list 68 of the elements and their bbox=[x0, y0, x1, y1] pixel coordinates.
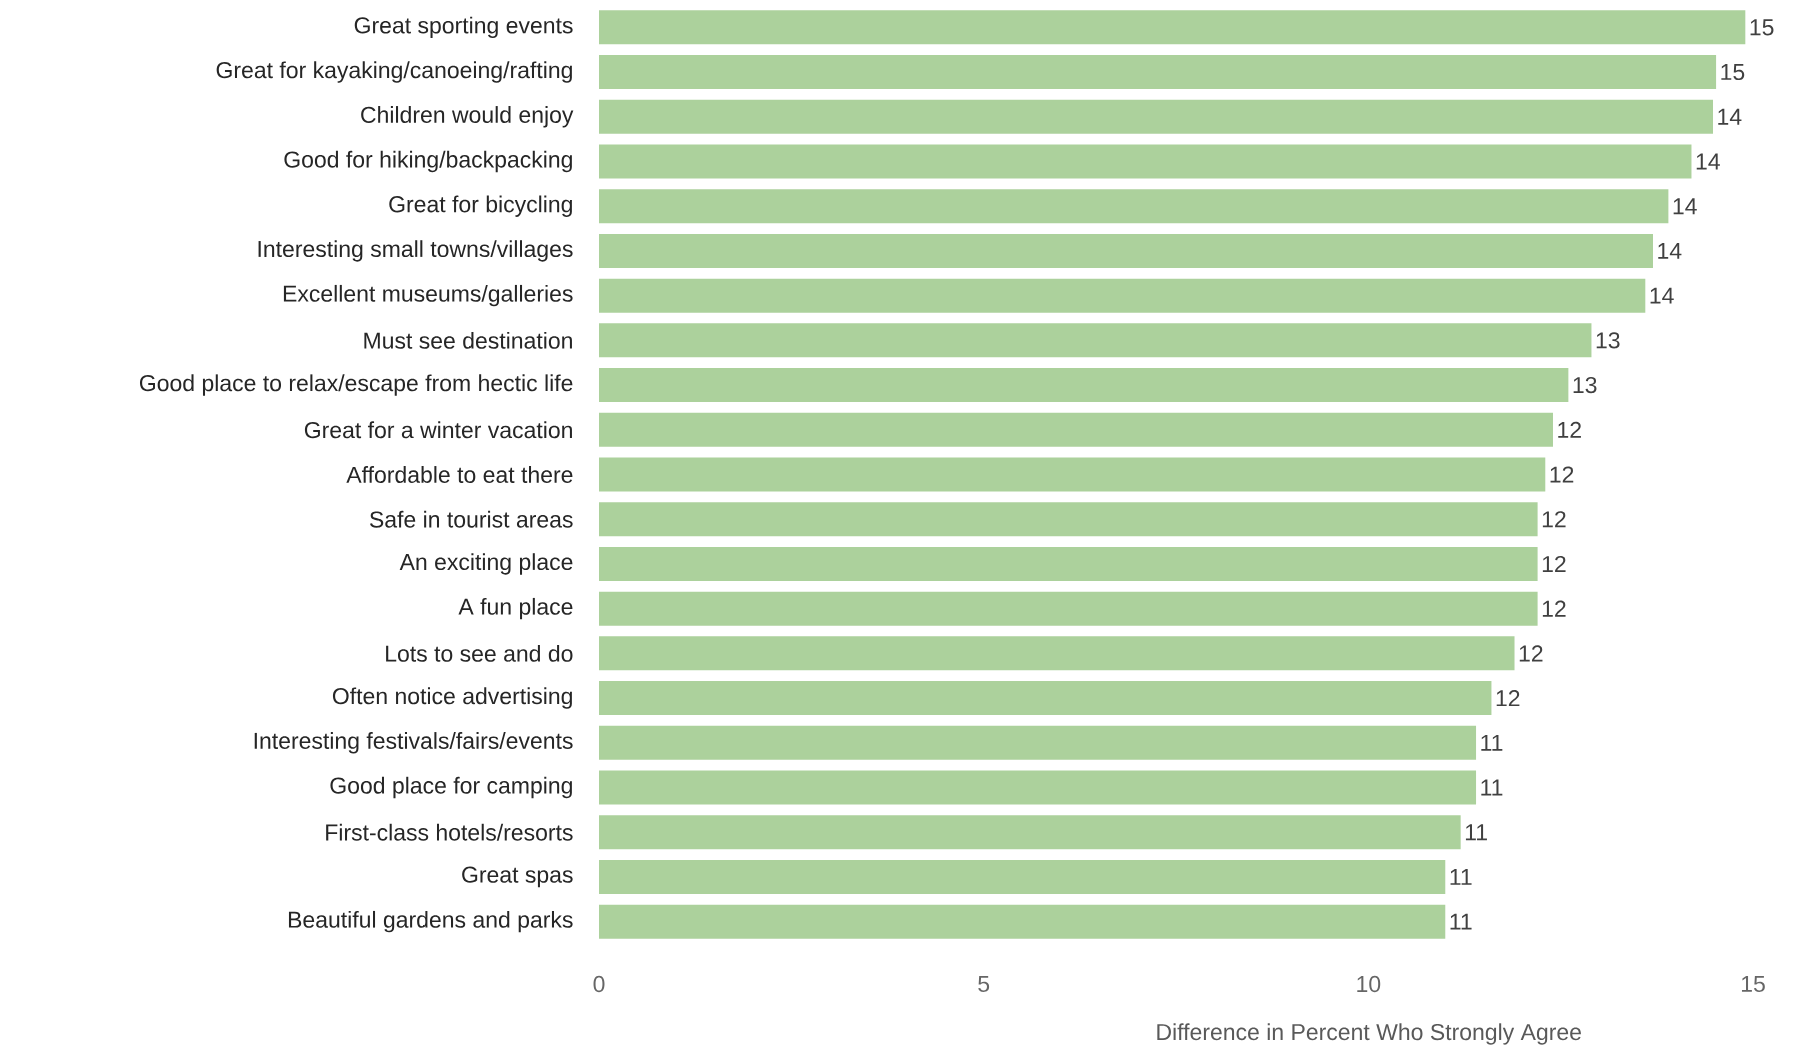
x-axis-title: Difference in Percent Who Strongly Agree bbox=[1157, 1023, 1581, 1045]
data-label: 13 bbox=[1596, 332, 1620, 349]
bar bbox=[599, 546, 1538, 581]
y-tick-label: Great for bicycling bbox=[389, 195, 572, 217]
data-label: 12 bbox=[1558, 421, 1581, 438]
data-label: 12 bbox=[1542, 555, 1566, 572]
y-tick-label: Interesting small towns/villages bbox=[258, 240, 573, 262]
data-label: 12 bbox=[1550, 466, 1574, 483]
y-tick-label: An exciting place bbox=[399, 553, 573, 575]
x-tick-label: 5 bbox=[978, 975, 990, 993]
data-label: 14 bbox=[1650, 287, 1674, 304]
y-tick-label: Great sporting events bbox=[354, 16, 573, 39]
data-label: 14 bbox=[1658, 243, 1682, 259]
bar bbox=[599, 904, 1446, 939]
bar bbox=[599, 725, 1477, 760]
y-tick-label: Good place for camping bbox=[330, 776, 572, 799]
y-tick-label: Good place to relax/escape from hectic life bbox=[139, 374, 573, 396]
data-label: 14 bbox=[1718, 108, 1742, 125]
data-label: 15 bbox=[1750, 19, 1774, 36]
bar bbox=[599, 278, 1646, 313]
y-tick-label: Must see destination bbox=[364, 331, 572, 349]
y-tick-label: Good for hiking/backpacking bbox=[284, 150, 572, 173]
data-label: 11 bbox=[1450, 913, 1472, 930]
bar bbox=[599, 502, 1538, 537]
bar bbox=[599, 591, 1538, 626]
y-tick-label: First-class hotels/resorts bbox=[326, 823, 573, 841]
y-tick-label: Affordable to eat there bbox=[346, 466, 573, 483]
data-label: 14 bbox=[1673, 198, 1697, 215]
x-tick-label: 10 bbox=[1357, 975, 1381, 993]
data-label: 11 bbox=[1481, 779, 1503, 796]
data-label: 12 bbox=[1496, 690, 1520, 707]
y-tick-label: Often notice advertising bbox=[332, 687, 572, 709]
data-label: 11 bbox=[1450, 869, 1472, 885]
data-label: 14 bbox=[1696, 153, 1720, 170]
y-tick-label: Excellent museums/galleries bbox=[283, 284, 573, 307]
y-tick-label: Children would enjoy bbox=[361, 106, 574, 128]
y-tick-label: Safe in tourist areas bbox=[369, 510, 573, 528]
bar bbox=[599, 815, 1461, 850]
bar bbox=[599, 368, 1569, 403]
bar bbox=[599, 10, 1746, 45]
data-label: 11 bbox=[1481, 734, 1503, 751]
y-tick-label: Lots to see and do bbox=[386, 644, 573, 662]
bar bbox=[599, 144, 1692, 179]
bar bbox=[599, 99, 1714, 134]
y-tick-label: Great for a winter vacation bbox=[304, 421, 572, 439]
y-tick-label: A fun place bbox=[458, 597, 573, 620]
data-label: 13 bbox=[1573, 376, 1597, 394]
data-label: 11 bbox=[1465, 824, 1487, 841]
bar bbox=[599, 770, 1477, 805]
bar bbox=[599, 55, 1717, 90]
bar bbox=[599, 412, 1553, 447]
bar bbox=[599, 233, 1653, 268]
data-label: 12 bbox=[1542, 600, 1566, 617]
data-label: 15 bbox=[1721, 64, 1745, 81]
data-label: 12 bbox=[1519, 645, 1543, 662]
y-tick-label: Beautiful gardens and parks bbox=[288, 910, 573, 933]
bar bbox=[599, 681, 1492, 716]
x-tick-label: 0 bbox=[593, 975, 605, 993]
bar bbox=[599, 859, 1446, 894]
y-tick-label: Great for kayaking/canoeing/rafting bbox=[216, 61, 572, 83]
data-label: 12 bbox=[1542, 511, 1566, 528]
x-tick-label: 15 bbox=[1741, 975, 1765, 993]
y-tick-label: Great spas bbox=[462, 866, 573, 888]
bar bbox=[599, 189, 1669, 224]
bar bbox=[599, 457, 1546, 492]
y-tick-label: Interesting festivals/fairs/events bbox=[254, 732, 573, 754]
bar bbox=[599, 636, 1515, 671]
bar bbox=[599, 323, 1592, 358]
